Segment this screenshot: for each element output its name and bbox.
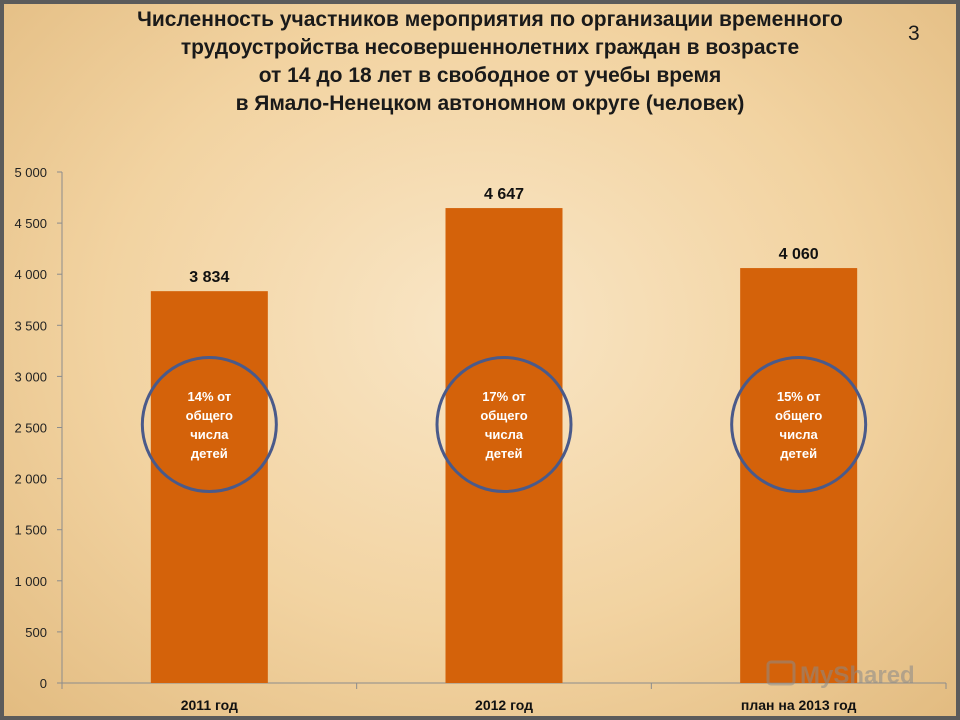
watermark-logo: MyShared xyxy=(766,660,915,689)
bar xyxy=(740,268,858,683)
annotation-text: общего xyxy=(186,408,233,423)
chart-title: Численность участников мероприятия по ор… xyxy=(60,6,920,118)
data-label: 4 060 xyxy=(779,246,819,263)
y-tick-label: 4 000 xyxy=(14,267,47,282)
annotation-text: общего xyxy=(775,408,822,423)
data-label: 4 647 xyxy=(484,186,524,203)
x-tick-label: 2012 год xyxy=(475,697,533,713)
bar xyxy=(150,291,268,683)
watermark-icon xyxy=(766,660,796,686)
annotation-text: 14% от xyxy=(188,389,232,404)
y-tick-label: 2 000 xyxy=(14,472,47,487)
y-tick-label: 1 500 xyxy=(14,523,47,538)
title-line-3: от 14 до 18 лет в свободное от учебы вре… xyxy=(258,64,722,87)
title-line-2: трудоустройства несовершеннолетних гражд… xyxy=(180,36,800,59)
annotation-text: 17% от xyxy=(482,389,526,404)
y-tick-label: 4 500 xyxy=(14,216,47,231)
annotation-text: детей xyxy=(780,446,817,461)
annotation-text: 15% от xyxy=(777,389,821,404)
watermark-text: MyShared xyxy=(800,662,915,689)
chart-annotations: 14% от общего числа детей 17% от общего числа д… xyxy=(140,356,868,493)
bar xyxy=(445,208,563,683)
y-tick-label: 1 000 xyxy=(14,574,47,589)
chart-labels: 3 834 2011 год 4 647 2012 год 4 060 план на 2… xyxy=(181,186,857,713)
data-label: 3 834 xyxy=(189,269,229,286)
title-line-4: в Ямало-Ненецком автономном округе (чело… xyxy=(235,92,745,115)
y-tick-label: 5 000 xyxy=(14,165,47,180)
annotation-circle xyxy=(140,356,278,493)
x-tick-label: 2011 год xyxy=(181,697,238,713)
annotation-text: детей xyxy=(486,446,523,461)
page-number: 3 xyxy=(908,22,920,45)
title-line-1: Численность участников мероприятия по ор… xyxy=(137,8,843,31)
annotation-text: числа xyxy=(190,427,229,442)
annotation-circle xyxy=(730,356,868,493)
y-tick-label: 0 xyxy=(40,676,47,691)
annotation-text: числа xyxy=(485,427,524,442)
annotation-text: общего xyxy=(480,408,527,423)
y-tick-label: 3 500 xyxy=(14,318,47,333)
annotation-text: детей xyxy=(191,446,228,461)
annotation-text: числа xyxy=(780,427,819,442)
y-tick-label: 3 000 xyxy=(14,369,47,384)
y-tick-label: 500 xyxy=(25,625,47,640)
annotation-circle xyxy=(435,356,573,493)
x-tick-label: план на 2013 год xyxy=(741,697,857,713)
chart-bars xyxy=(150,208,858,683)
y-tick-label: 2 500 xyxy=(14,421,47,436)
